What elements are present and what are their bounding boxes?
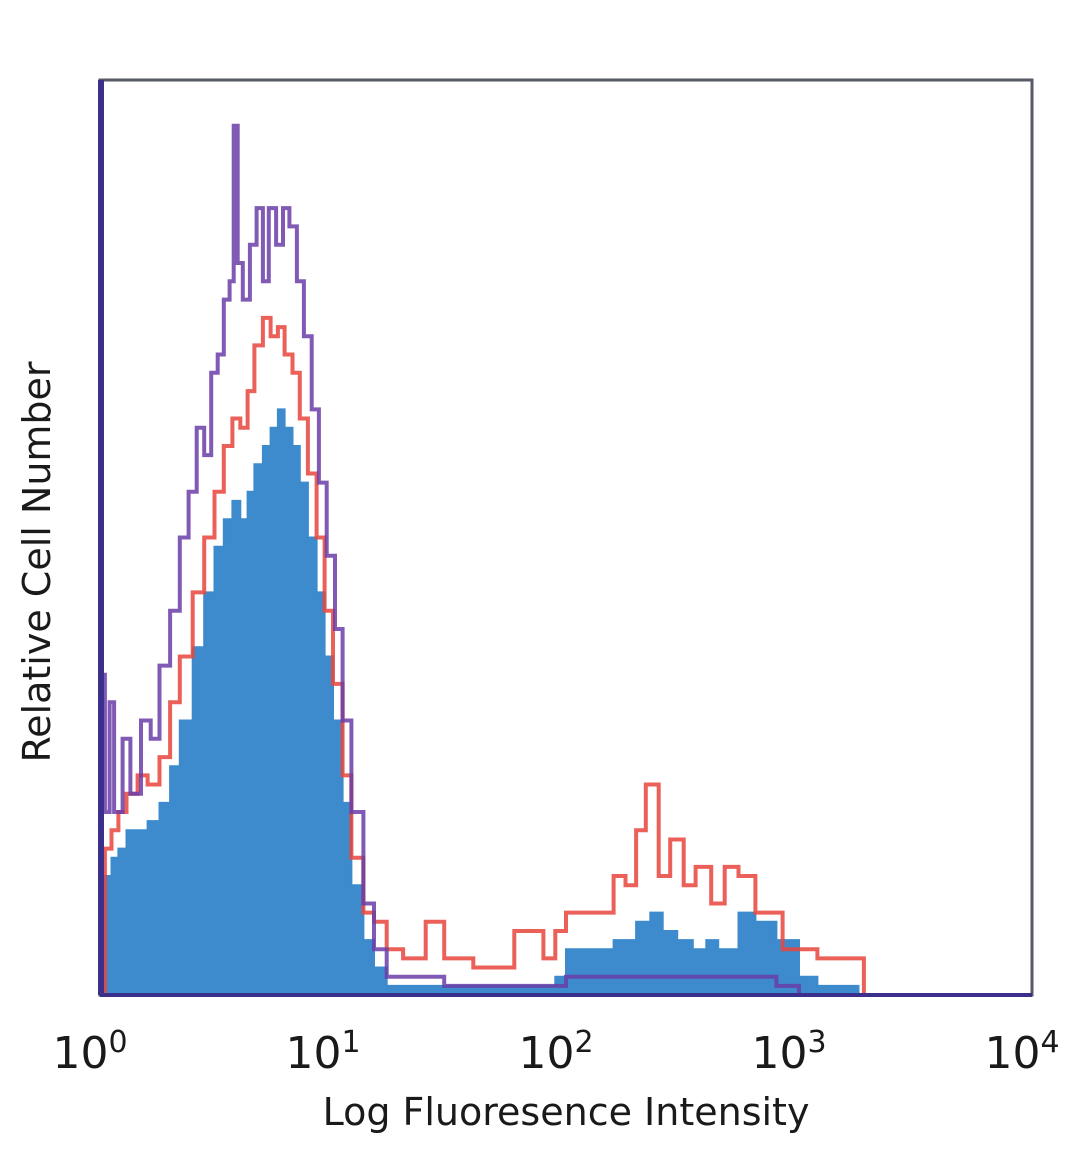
series-layer: [98, 123, 866, 997]
histogram-series-3: [98, 123, 801, 995]
x-tick-label-0: 100: [52, 1025, 127, 1079]
x-axis-label: Log Fluoresence Intensity: [323, 1090, 810, 1134]
x-tick-label-2: 102: [518, 1025, 593, 1079]
histogram-series-1: [100, 408, 860, 996]
x-tick-labels: 100 101 102 103 104: [52, 1025, 1059, 1079]
histogram-series-2: [100, 315, 866, 997]
x-tick-label-3: 103: [751, 1025, 826, 1079]
x-tick-label-1: 101: [285, 1025, 360, 1079]
x-tick-label-4: 104: [984, 1025, 1059, 1079]
y-axis-label: Relative Cell Number: [15, 361, 59, 762]
